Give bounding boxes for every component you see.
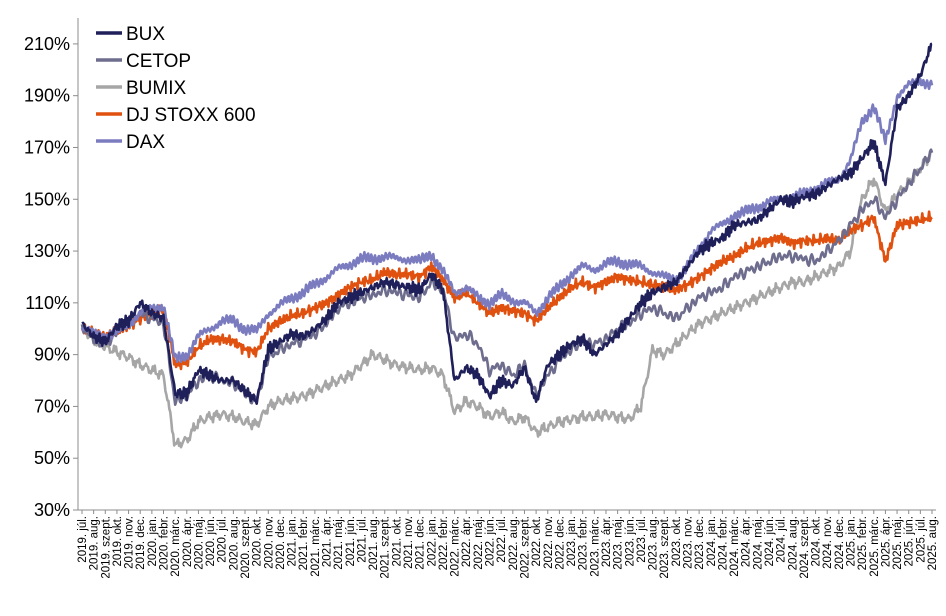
x-tick-label: 2025. máj. xyxy=(892,516,904,570)
x-axis: 2019. júl. 2019. aug. 2019. szept. 2019. ok… xyxy=(77,509,939,579)
y-tick-label: 190% xyxy=(24,86,70,106)
x-tick-label: 2020. febr. xyxy=(159,516,171,570)
series-layer xyxy=(80,42,934,449)
x-tick-label: 2024. nov. xyxy=(822,516,834,569)
series-line-dj-stoxx-600 xyxy=(80,210,933,371)
x-tick-label: 2023. júl. xyxy=(636,516,648,563)
x-tick-label: 2023. dec. xyxy=(694,516,706,570)
x-tick-label: 2021. szept. xyxy=(380,516,392,579)
x-tick-label: 2019. júl. xyxy=(77,516,89,563)
x-tick-label: 2023. márc. xyxy=(589,516,601,577)
x-tick-label: 2025. márc. xyxy=(869,516,881,577)
x-tick-label: 2022. nov. xyxy=(543,516,555,569)
y-tick-label: 130% xyxy=(24,241,70,261)
x-tick-label: 2022. márc. xyxy=(450,516,462,577)
x-tick-label: 2020. aug. xyxy=(228,516,240,570)
x-tick-label: 2021. dec. xyxy=(415,516,427,570)
x-tick-label: 2024. jan. xyxy=(706,516,718,567)
legend: BUX CETOP BUMIX DJ STOXX 600 DAX xyxy=(96,24,256,153)
x-tick-label: 2021. aug. xyxy=(368,516,380,570)
y-axis: 30% 50% 70% 90% 110% 130% 150% 170% 190% 210% xyxy=(24,18,79,520)
x-tick-label: 2022. okt. xyxy=(531,516,543,567)
x-tick-label: 2020. ápr. xyxy=(182,516,194,567)
x-tick-label: 2021. jan. xyxy=(287,516,299,567)
x-tick-label: 2019. szept. xyxy=(100,516,112,579)
x-tick-label: 2020. márc. xyxy=(170,516,182,577)
x-tick-label: 2023. febr. xyxy=(578,516,590,570)
x-tick-label: 2021. júl. xyxy=(356,516,368,563)
legend-label: CETOP xyxy=(126,51,191,72)
y-tick-label: 170% xyxy=(24,137,70,157)
x-tick-label: 2025. júl. xyxy=(915,516,927,563)
x-tick-label: 2024. júl. xyxy=(776,516,788,563)
x-tick-label: 2023. aug. xyxy=(648,516,660,570)
x-tick-label: 2019. okt. xyxy=(112,516,124,567)
x-tick-label: 2022. jan. xyxy=(426,516,438,567)
x-tick-label: 2024. jún. xyxy=(764,516,776,567)
x-tick-label: 2024. márc. xyxy=(729,516,741,577)
legend-label: BUX xyxy=(126,24,165,45)
x-tick-label: 2021. febr. xyxy=(298,516,310,570)
x-tick-label: 2022. dec. xyxy=(554,516,566,570)
x-tick-label: 2024. dec. xyxy=(834,516,846,570)
x-tick-label: 2025. ápr. xyxy=(880,516,892,567)
y-tick-label: 50% xyxy=(34,448,70,468)
x-tick-label: 2019. nov. xyxy=(124,516,136,569)
x-tick-label: 2023. okt. xyxy=(671,516,683,567)
x-tick-label: 2022. jún. xyxy=(485,516,497,567)
x-tick-label: 2024. szept. xyxy=(799,516,811,579)
x-tick-label: 2022. júl. xyxy=(496,516,508,563)
x-tick-label: 2020. okt. xyxy=(252,516,264,567)
x-tick-label: 2025. aug. xyxy=(927,516,939,570)
x-tick-label: 2021. máj. xyxy=(333,516,345,570)
x-tick-label: 2024. okt. xyxy=(811,516,823,567)
x-tick-label: 2025. jún. xyxy=(904,516,916,567)
x-tick-label: 2023. jan. xyxy=(566,516,578,567)
x-tick-label: 2019. dec. xyxy=(135,516,147,570)
x-tick-label: 2022. aug. xyxy=(508,516,520,570)
x-tick-label: 2022. ápr. xyxy=(461,516,473,567)
legend-label: BUMIX xyxy=(126,78,187,99)
x-tick-label: 2025. jan. xyxy=(845,516,857,567)
x-tick-label: 2022. febr. xyxy=(438,516,450,570)
x-tick-label: 2021. okt. xyxy=(391,516,403,567)
x-tick-label: 2020. máj. xyxy=(193,516,205,570)
y-tick-label: 70% xyxy=(34,396,70,416)
series-line-bux xyxy=(81,42,933,405)
x-tick-label: 2020. szept. xyxy=(240,516,252,579)
x-tick-label: 2020. jún. xyxy=(205,516,217,567)
x-tick-label: 2023. ápr. xyxy=(601,516,613,567)
series-line-bumix xyxy=(81,148,934,449)
x-tick-label: 2023. máj. xyxy=(613,516,625,570)
legend-label: DJ STOXX 600 xyxy=(126,105,256,126)
x-tick-label: 2020. júl. xyxy=(217,516,229,563)
x-tick-label: 2024. febr. xyxy=(717,516,729,570)
x-tick-label: 2020. dec. xyxy=(275,516,287,570)
y-tick-label: 30% xyxy=(34,500,70,520)
x-tick-label: 2023. jún. xyxy=(624,516,636,567)
y-tick-label: 110% xyxy=(25,293,70,313)
x-tick-label: 2019. aug. xyxy=(89,516,101,570)
x-tick-label: 2024. aug. xyxy=(787,516,799,570)
x-tick-label: 2022. szept. xyxy=(519,516,531,579)
x-tick-label: 2020. nov. xyxy=(263,516,275,569)
x-tick-label: 2022. máj. xyxy=(473,516,485,570)
legend-label: DAX xyxy=(126,132,165,153)
x-tick-label: 2025. febr. xyxy=(857,516,869,570)
y-tick-label: 150% xyxy=(24,189,70,209)
x-tick-label: 2024. máj. xyxy=(752,516,764,570)
x-tick-label: 2021. nov. xyxy=(403,516,415,569)
x-tick-label: 2021. jún. xyxy=(345,516,357,567)
x-tick-label: 2021. márc. xyxy=(310,516,322,577)
x-tick-label: 2020. jan. xyxy=(147,516,159,567)
y-tick-label: 90% xyxy=(34,345,70,365)
x-tick-label: 2023. szept. xyxy=(659,516,671,579)
x-tick-label: 2021. ápr. xyxy=(322,516,334,567)
x-tick-label: 2023. nov. xyxy=(682,516,694,569)
y-tick-label: 210% xyxy=(24,34,70,54)
x-tick-label: 2024. ápr. xyxy=(741,516,753,567)
